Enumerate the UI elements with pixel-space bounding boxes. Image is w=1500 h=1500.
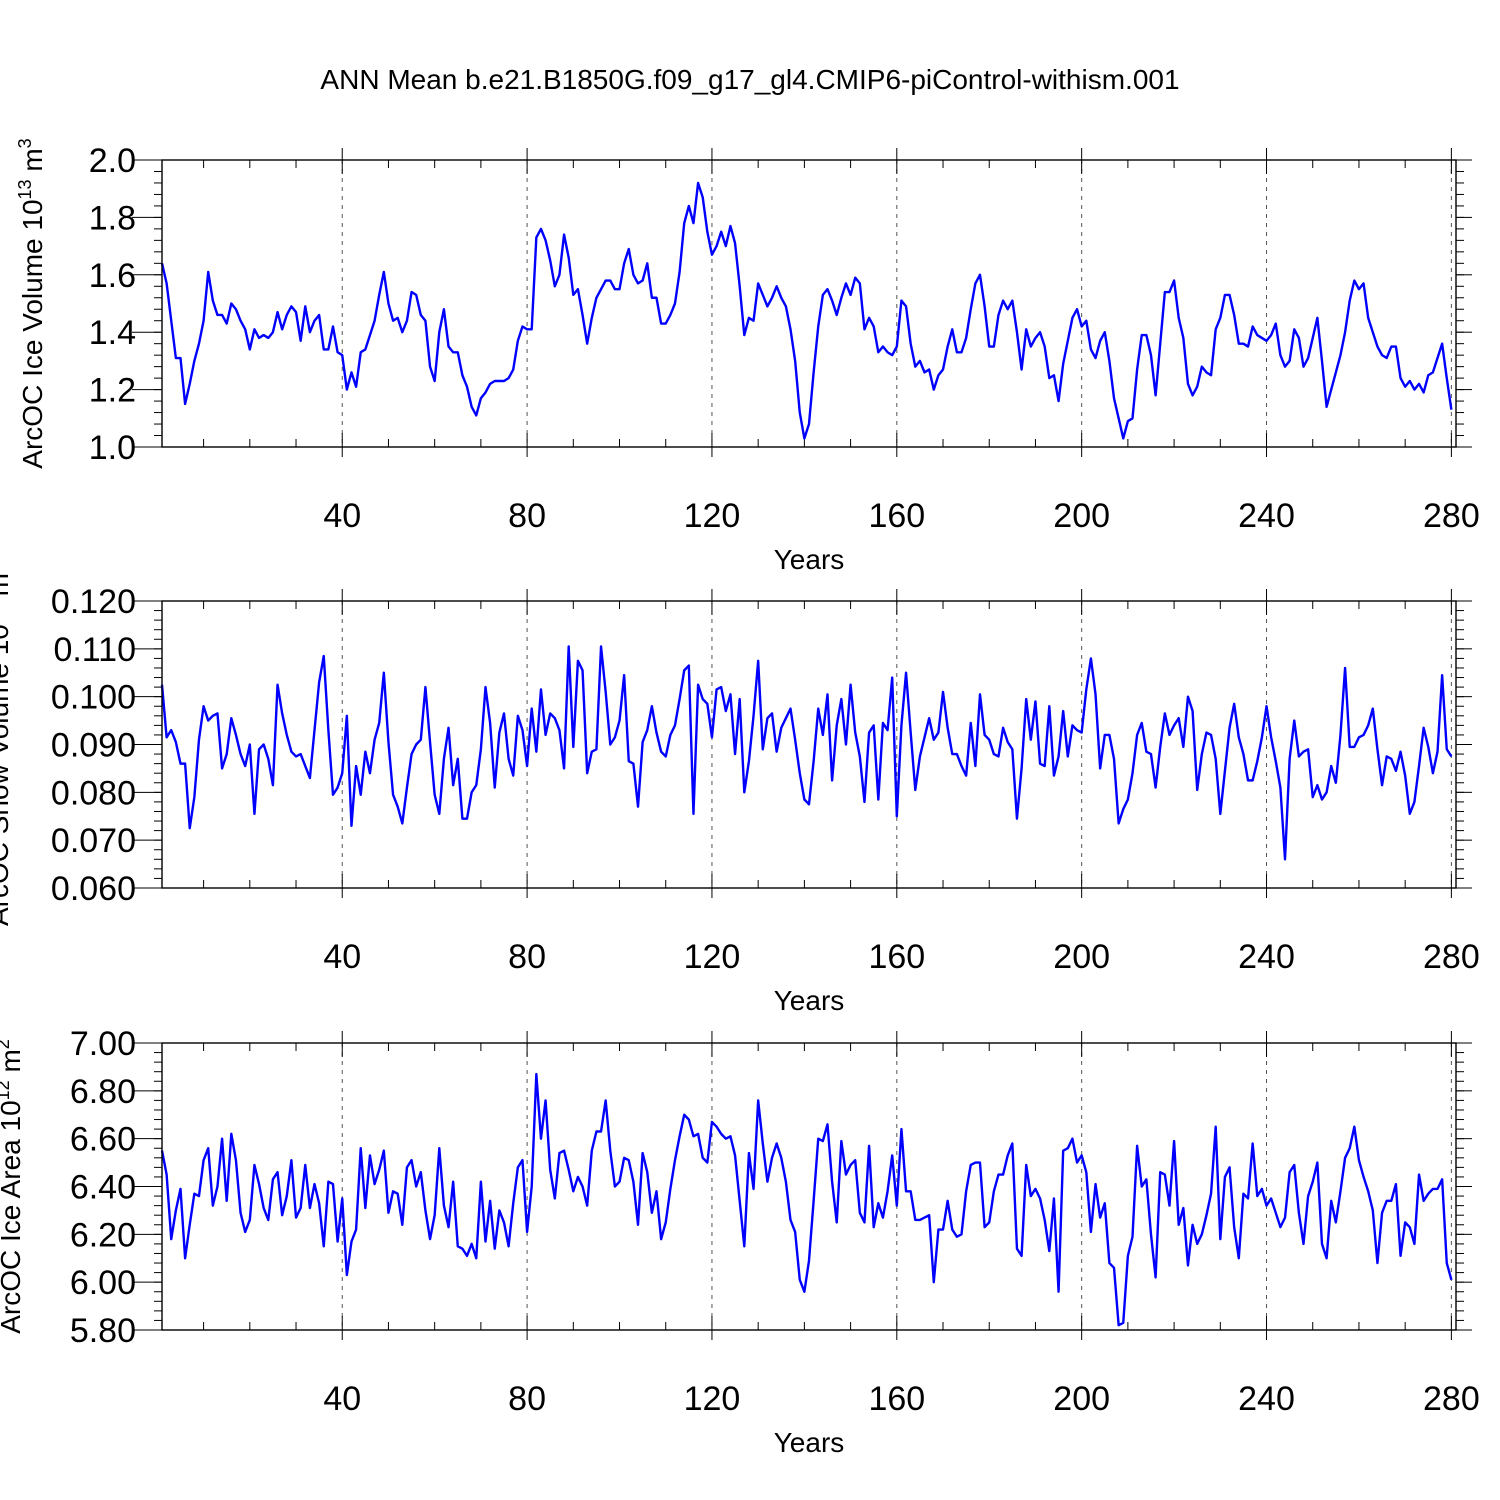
plot-frame	[161, 159, 1457, 448]
chart-title: ANN Mean b.e21.B1850G.f09_g17_gl4.CMIP6-…	[320, 64, 1180, 95]
panel-ice-area: 5.80 6.00 6.20 6.40 6.60 6.80 7.00 40 80 120 160 20…	[0, 1025, 1480, 1458]
x-tick-label: 240	[1238, 1380, 1295, 1418]
y-tick-label: 1.6	[89, 257, 136, 295]
x-tick-label: 80	[508, 497, 546, 535]
x-tick-label: 40	[323, 938, 361, 976]
x-tick-label: 120	[684, 497, 741, 535]
y-axis-label: ArcOC Snow Volume 1013 m3	[0, 563, 14, 926]
series-line	[160, 1072, 1453, 1327]
x-tick-label: 40	[323, 1380, 361, 1418]
x-tick-label: 80	[508, 938, 546, 976]
x-axis-label: Years	[774, 1427, 845, 1458]
y-tick-label: 1.0	[89, 429, 136, 467]
y-tick-label: 0.090	[51, 727, 136, 765]
x-tick-label: 160	[868, 497, 925, 535]
x-tick-label: 120	[684, 938, 741, 976]
y-tick-label: 5.80	[70, 1312, 136, 1350]
x-tick-label: 120	[684, 1380, 741, 1418]
plot-frame	[161, 1042, 1457, 1331]
y-tick-label: 0.100	[51, 679, 136, 717]
y-tick-label: 6.80	[70, 1073, 136, 1111]
x-tick-label: 200	[1053, 1380, 1110, 1418]
panel-ice-volume: 1.0 1.2 1.4 1.6 1.8 2.0 40 80 120 160 200 240 280 Yea…	[15, 138, 1480, 575]
y-tick-label: 6.60	[70, 1121, 136, 1159]
x-tick-label: 200	[1053, 938, 1110, 976]
x-axis-label: Years	[774, 544, 845, 575]
x-tick-label: 80	[508, 1380, 546, 1418]
y-tick-label: 7.00	[70, 1025, 136, 1063]
x-tick-label: 160	[868, 938, 925, 976]
x-tick-label: 280	[1423, 1380, 1480, 1418]
plot-frame	[161, 600, 1457, 889]
y-tick-label: 6.40	[70, 1169, 136, 1207]
y-tick-label: 0.120	[51, 583, 136, 621]
y-axis-label: ArcOC Ice Volume 1013 m3	[15, 138, 48, 468]
y-tick-label: 2.0	[89, 142, 136, 180]
y-tick-label: 0.110	[53, 631, 136, 669]
y-tick-label: 0.070	[51, 822, 136, 860]
x-tick-label: 240	[1238, 938, 1295, 976]
y-axis-label: ArcOC Ice Area 1012 m2	[0, 1039, 26, 1334]
x-tick-label: 40	[323, 497, 361, 535]
x-axis-label: Years	[774, 985, 845, 1016]
y-tick-label: 1.2	[89, 372, 136, 410]
y-tick-label: 0.080	[51, 774, 136, 812]
y-tick-label: 6.20	[70, 1216, 136, 1254]
x-tick-label: 160	[868, 1380, 925, 1418]
y-tick-label: 6.00	[70, 1264, 136, 1302]
series-line	[160, 181, 1453, 440]
y-tick-label: 1.8	[89, 199, 136, 237]
y-tick-label: 1.4	[89, 314, 136, 352]
x-tick-label: 240	[1238, 497, 1295, 535]
x-tick-label: 280	[1423, 497, 1480, 535]
series-line	[160, 645, 1453, 861]
x-tick-label: 280	[1423, 938, 1480, 976]
x-tick-label: 200	[1053, 497, 1110, 535]
y-tick-label: 0.060	[51, 870, 136, 908]
panel-snow-volume: 0.060 0.070 0.080 0.090 0.100 0.110 0.120 40 80 1…	[0, 563, 1480, 1016]
